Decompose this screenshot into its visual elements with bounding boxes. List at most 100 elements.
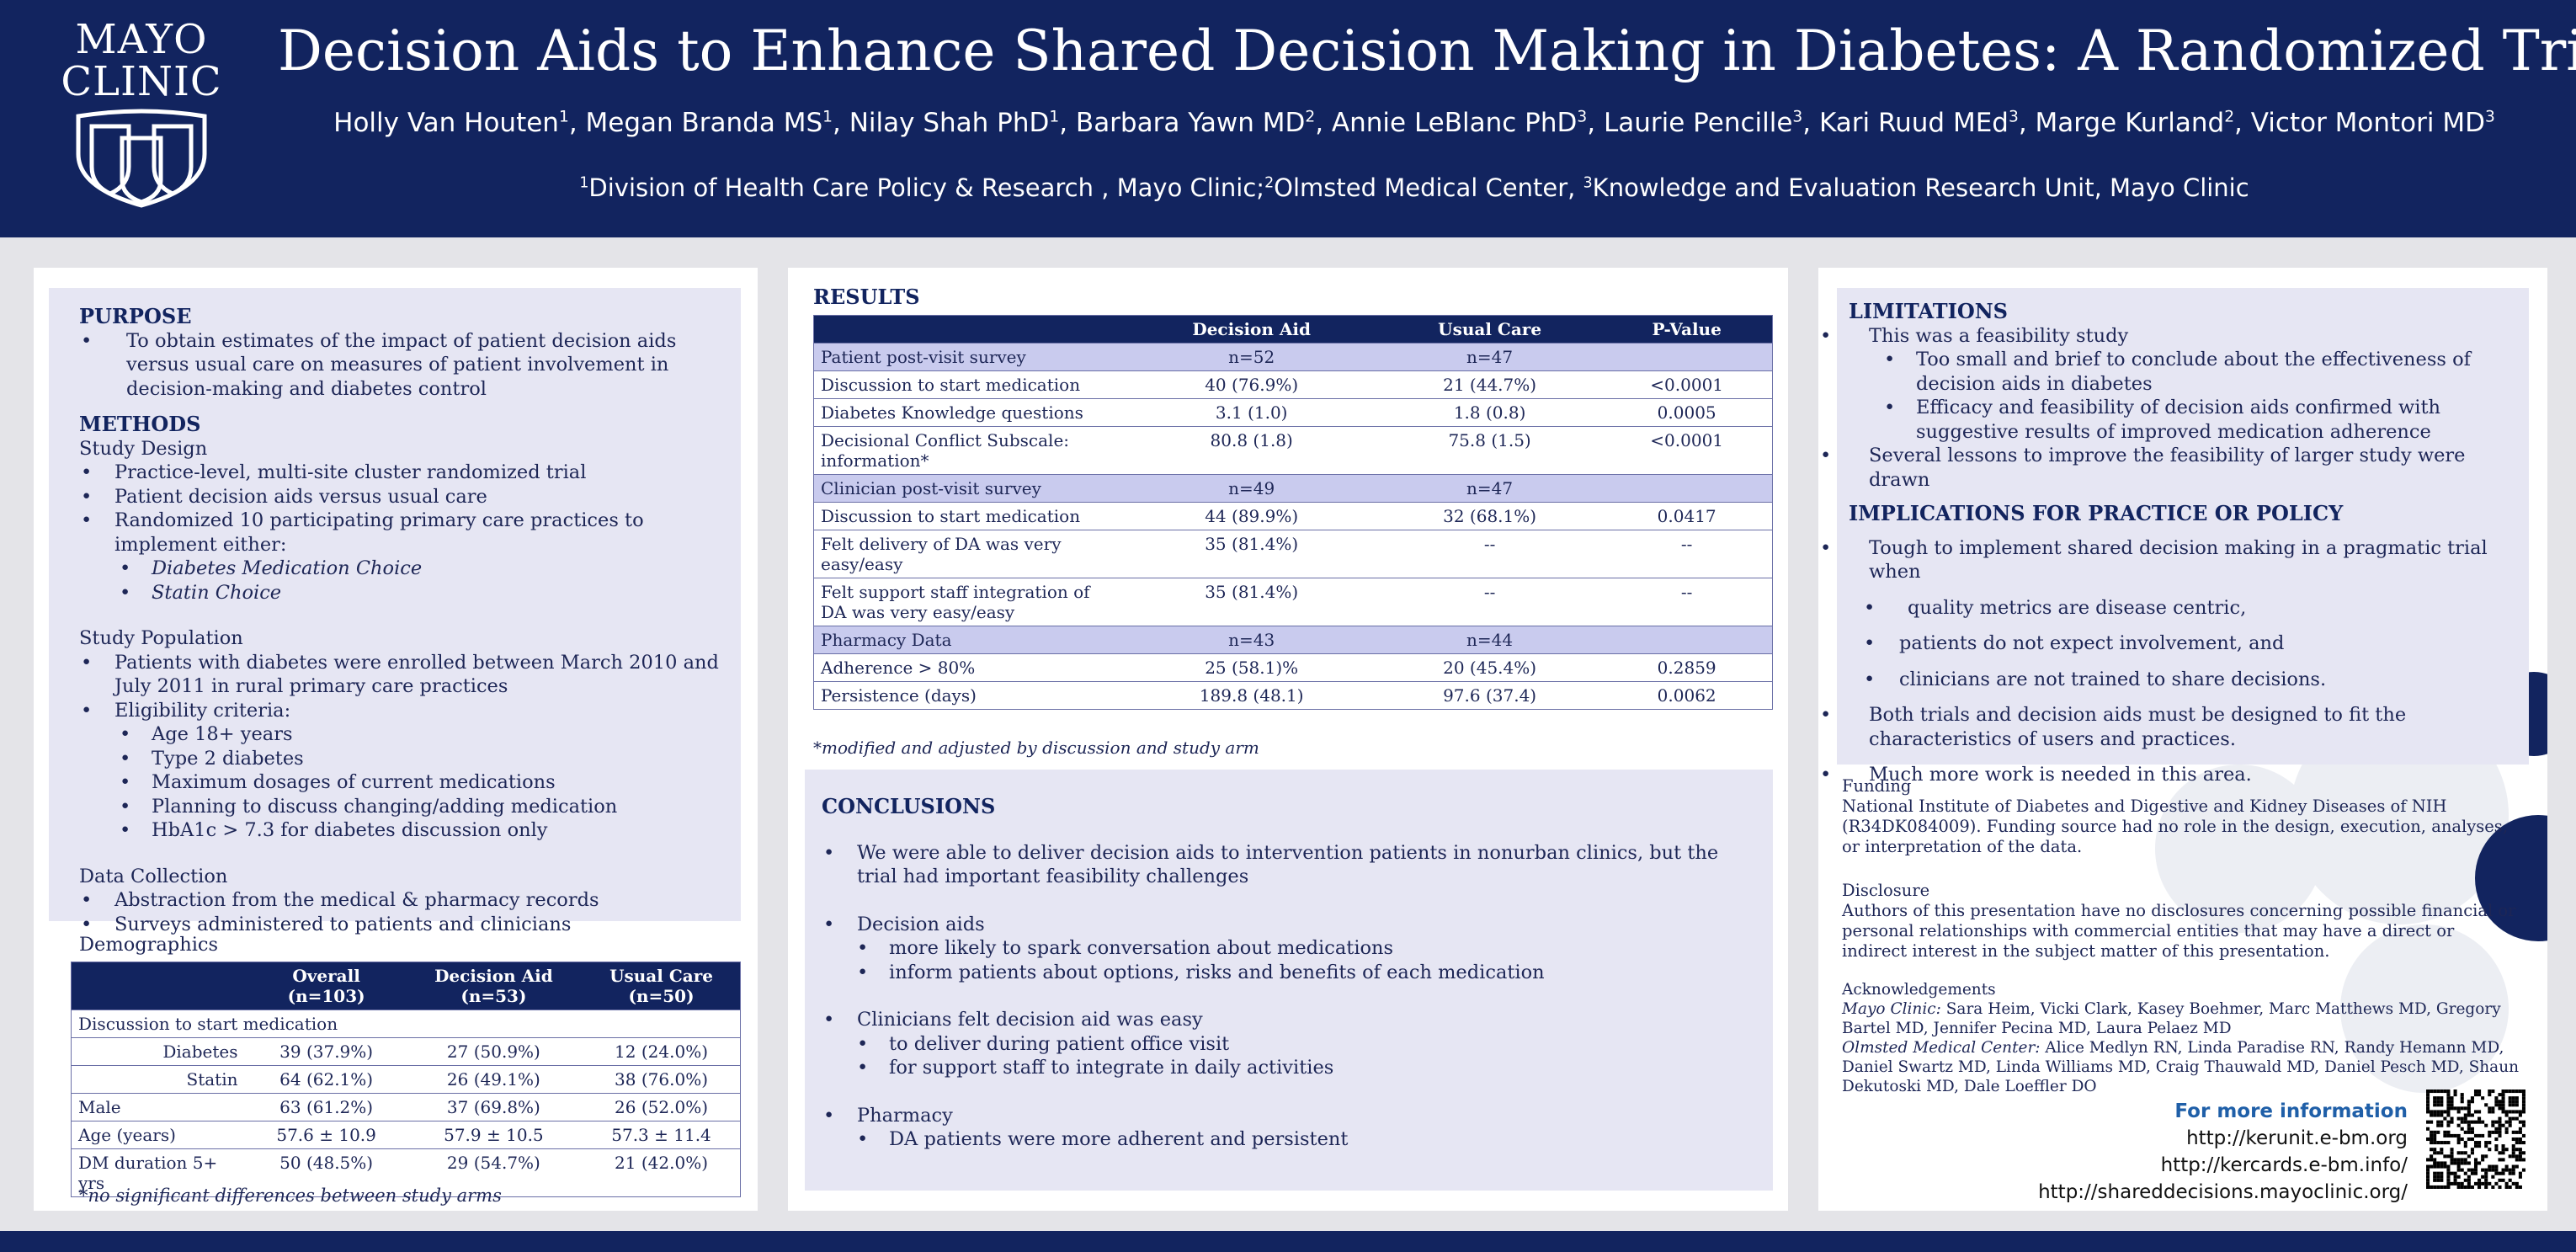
qr-code-icon[interactable]	[2426, 1090, 2525, 1189]
table-row: Persistence (days) 189.8 (48.1) 97.6 (37.4…	[813, 681, 1773, 710]
author-list: Holly Van Houten1, Megan Branda MS1, Nil…	[278, 108, 2551, 138]
table-row: Felt support staff integration of DA was…	[813, 578, 1773, 626]
demographics-note: *no significant differences between stud…	[79, 1185, 502, 1206]
list-item: Patients with diabetes were enrolled bet…	[79, 651, 722, 699]
study-population-heading: Study Population	[79, 627, 243, 649]
limitations-panel: LIMITATIONS This was a feasibility study…	[1820, 288, 2529, 786]
demographics-table: Overall (n=103) Decision Aid (n=53) Usual …	[71, 962, 741, 1197]
list-item: Type 2 diabetes	[79, 747, 722, 771]
purpose-heading: PURPOSE	[79, 304, 192, 328]
author: Marge Kurland2,	[2035, 108, 2251, 138]
disclosure-text: Authors of this presentation have no dis…	[1842, 901, 2516, 961]
purpose-text: To obtain estimates of the impact of pat…	[79, 329, 722, 402]
list-item: clinicians are not trained to share deci…	[1823, 668, 2520, 692]
disclosure-heading: Disclosure	[1842, 881, 1930, 900]
column-header: Decision Aid (n=53)	[404, 962, 583, 1010]
acknowledgements-mayo: Mayo Clinic: Sara Heim, Vicki Clark, Kas…	[1842, 1000, 2501, 1037]
list-item: for support staff to integrate in daily …	[817, 1056, 1753, 1080]
results-table: Decision Aid Usual Care P-Value Patient …	[813, 315, 1773, 710]
implications-heading: IMPLICATIONS FOR PRACTICE OR POLICY	[1849, 501, 2344, 525]
list-item: Decision aids	[822, 913, 1753, 937]
funding-heading: Funding	[1842, 776, 1912, 796]
list-item: Patient decision aids versus usual care	[79, 485, 722, 509]
more-info-link[interactable]: http://shareddecisions.mayoclinic.org/	[2038, 1181, 2408, 1203]
conclusions-panel: CONCLUSIONS We were able to deliver deci…	[805, 770, 1773, 1191]
table-row: Discussion to start medication 44 (89.9%)…	[813, 502, 1773, 530]
conclusions-heading: CONCLUSIONS	[822, 794, 996, 818]
affiliation: Division of Health Care Policy & Researc…	[588, 173, 1265, 202]
methods-heading: METHODS	[79, 412, 201, 436]
mayo-shields-icon	[76, 109, 207, 208]
list-item: Efficacy and feasibility of decision aid…	[1844, 396, 2520, 444]
disclosure-section: Disclosure Authors of this presentation …	[1842, 881, 2524, 962]
table-group-row: Clinician post-visit survey n=49 n=47	[813, 474, 1773, 503]
column-header: Usual Care	[1377, 315, 1602, 344]
table-row: Decisional Conflict Subscale: informatio…	[813, 426, 1773, 475]
table-row: Diabetes Knowledge questions 3.1 (1.0) 1.8…	[813, 398, 1773, 427]
poster-header: MAYO CLINIC Decision Aids to Enhance Sha…	[0, 0, 2576, 237]
list-item: Randomized 10 participating primary care…	[79, 509, 722, 557]
table-row: Statin 64 (62.1%) 26 (49.1%) 38 (76.0%)	[71, 1065, 741, 1094]
list-item: to deliver during patient office visit	[817, 1032, 1753, 1057]
list-item: Planning to discuss changing/adding medi…	[79, 795, 722, 819]
more-info-link[interactable]: http://kerunit.e-bm.org	[2186, 1127, 2408, 1149]
results-note: *modified and adjusted by discussion and…	[813, 738, 1259, 758]
more-info-heading: For more information	[2174, 1100, 2408, 1122]
table-row: Adherence > 80% 25 (58.1)% 20 (45.4%) 0.285…	[813, 653, 1773, 682]
logo-word-2: CLINIC	[61, 58, 222, 105]
table-header-row: Decision Aid Usual Care P-Value	[813, 315, 1773, 344]
list-item: Several lessons to improve the feasibili…	[1818, 444, 2520, 492]
list-item: Age 18+ years	[79, 722, 722, 747]
more-info-section: For more information http://kerunit.e-bm…	[1978, 1098, 2408, 1206]
list-item: Pharmacy	[822, 1104, 1753, 1128]
middle-column: RESULTS Decision Aid Usual Care P-Value …	[788, 268, 1788, 1211]
column-header: Decision Aid	[1125, 315, 1378, 344]
table-row: Discussion to start medication	[71, 1010, 741, 1038]
table-row: Male 63 (61.2%) 37 (69.8%) 26 (52.0%)	[71, 1093, 741, 1121]
funding-section: Funding National Institute of Diabetes a…	[1842, 776, 2524, 857]
author: Holly Van Houten1,	[333, 108, 586, 138]
list-item: Clinicians felt decision aid was easy	[822, 1008, 1753, 1032]
list-item: DA patients were more adherent and persi…	[817, 1127, 1753, 1152]
table-group-label: Discussion to start medication	[71, 1010, 741, 1038]
table-row: Diabetes 39 (37.9%) 27 (50.9%) 12 (24.0%)	[71, 1037, 741, 1066]
table-group-row: Pharmacy Data n=43 n=44	[813, 626, 1773, 654]
column-header: Usual Care (n=50)	[583, 962, 741, 1010]
more-info-link[interactable]: http://kercards.e-bm.info/	[2160, 1154, 2408, 1176]
affiliation: Olmsted Medical Center,	[1274, 173, 1583, 202]
list-item: patients do not expect involvement, and	[1823, 631, 2520, 656]
list-item: This was a feasibility study	[1818, 324, 2520, 349]
list-item: Tough to implement shared decision makin…	[1818, 536, 2520, 584]
table-row: Age (years) 57.6 ± 10.9 57.9 ± 10.5 57.3 ±…	[71, 1121, 741, 1149]
table-row: DM duration 5+ yrs 50 (48.5%) 29 (54.7%) 2…	[71, 1148, 741, 1197]
author: Kari Ruud MEd3,	[1818, 108, 2036, 138]
list-item: Surveys administered to patients and cli…	[79, 913, 722, 937]
list-item: inform patients about options, risks and…	[817, 961, 1753, 985]
list-item: more likely to spark conversation about …	[817, 936, 1753, 961]
acknowledgements-section: Acknowledgements Mayo Clinic: Sara Heim,…	[1842, 980, 2524, 1096]
author: Laurie Pencille3,	[1603, 108, 1819, 138]
table-header-row: Overall (n=103) Decision Aid (n=53) Usual …	[71, 962, 741, 1010]
author: Victor Montori MD3	[2250, 108, 2495, 138]
mayo-clinic-logo: MAYO CLINIC	[40, 19, 242, 212]
list-item: Both trials and decision aids must be de…	[1818, 703, 2520, 751]
table-group-row: Patient post-visit survey n=52 n=47	[813, 343, 1773, 371]
author: Nilay Shah PhD1,	[849, 108, 1076, 138]
column-header: P-Value	[1601, 315, 1773, 344]
affiliations: 1Division of Health Care Policy & Resear…	[579, 173, 2249, 202]
list-item: Much more work is needed in this area.	[1818, 763, 2520, 787]
list-item: Statin Choice	[79, 581, 722, 605]
list-item: Eligibility criteria:	[79, 699, 722, 723]
purpose-methods-panel: PURPOSE To obtain estimates of the impac…	[49, 288, 741, 936]
demographics-heading: Demographics	[79, 934, 219, 956]
table-row: Felt delivery of DA was very easy/easy 35…	[813, 530, 1773, 578]
author: Megan Branda MS1,	[585, 108, 849, 138]
data-collection-heading: Data Collection	[79, 865, 228, 887]
footer-bar	[0, 1231, 2576, 1252]
list-item: HbA1c > 7.3 for diabetes discussion only	[79, 818, 722, 843]
list-item: Too small and brief to conclude about th…	[1844, 348, 2520, 396]
author: Barbara Yawn MD2,	[1075, 108, 1332, 138]
funding-text: National Institute of Diabetes and Diges…	[1842, 796, 2509, 856]
acknowledgements-heading: Acknowledgements	[1842, 981, 1996, 999]
right-column: LIMITATIONS This was a feasibility study…	[1818, 268, 2547, 1211]
